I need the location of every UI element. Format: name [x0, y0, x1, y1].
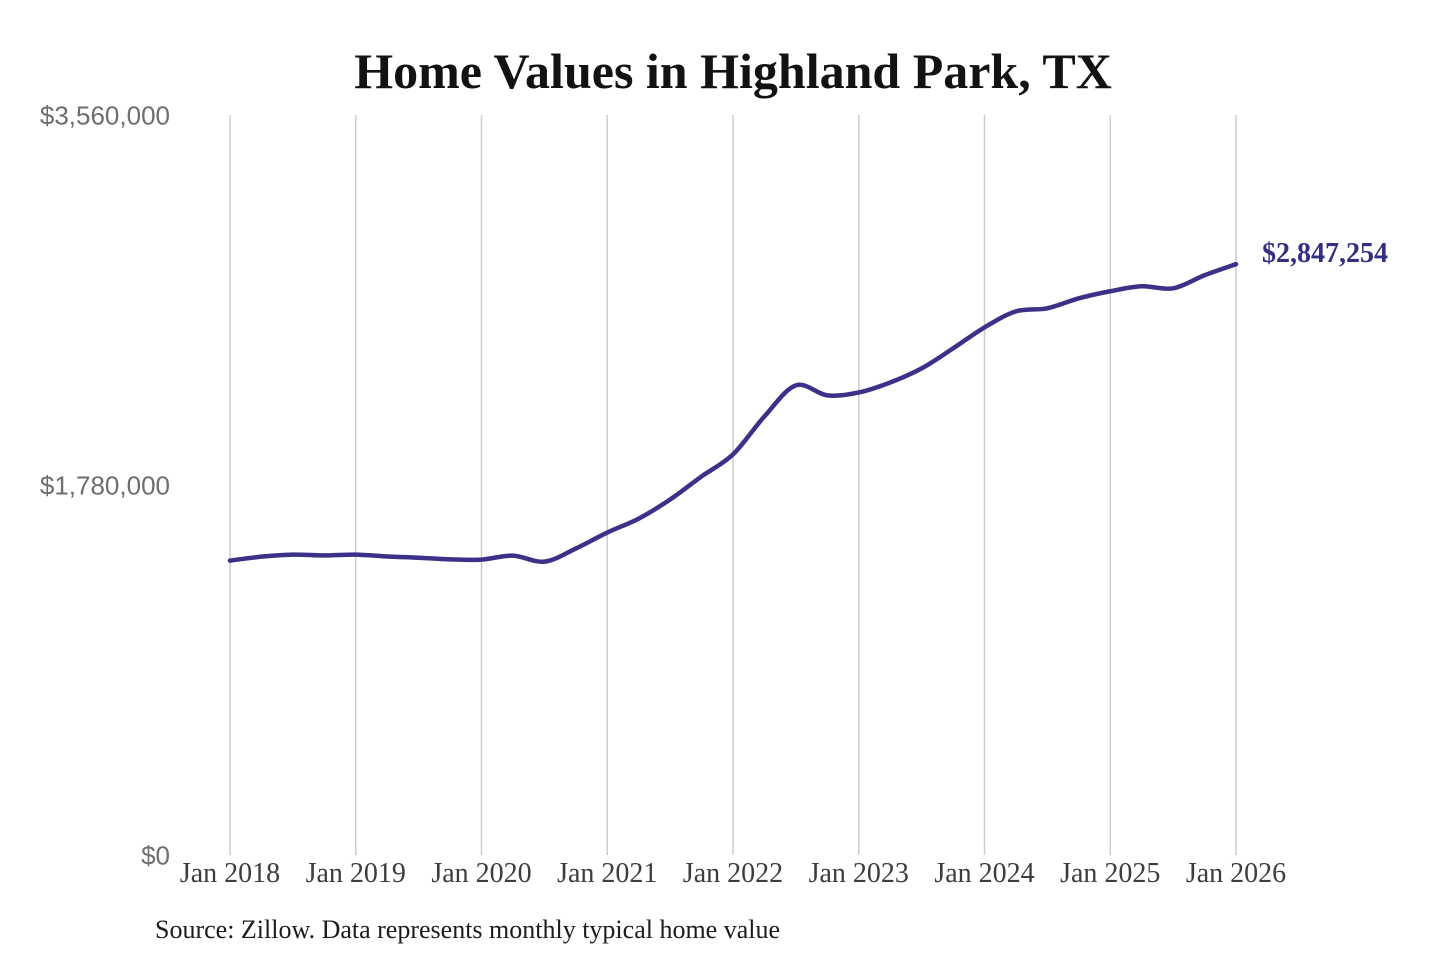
x-tick-label: Jan 2026 — [1185, 858, 1287, 889]
home-value-line — [227, 261, 1239, 565]
y-tick-label: $3,560,000 — [39, 100, 170, 131]
y-tick-label: $1,780,000 — [39, 470, 170, 501]
chart-title: Home Values in Highland Park, TX — [354, 43, 1112, 99]
x-tick-label: Jan 2024 — [934, 858, 1035, 889]
x-tick-label: Jan 2023 — [808, 858, 909, 889]
y-tick-label: $0 — [141, 840, 170, 871]
end-value-label: $2,847,254 — [1262, 238, 1388, 270]
x-tick-label: Jan 2022 — [682, 858, 784, 889]
x-tick-label: Jan 2025 — [1060, 858, 1161, 889]
x-tick-label: Jan 2019 — [305, 858, 406, 889]
x-tick-label: Jan 2020 — [431, 858, 532, 889]
source-note: Source: Zillow. Data represents monthly … — [155, 915, 781, 944]
x-tick-label: Jan 2018 — [179, 858, 281, 889]
x-tick-label: Jan 2021 — [557, 858, 658, 889]
